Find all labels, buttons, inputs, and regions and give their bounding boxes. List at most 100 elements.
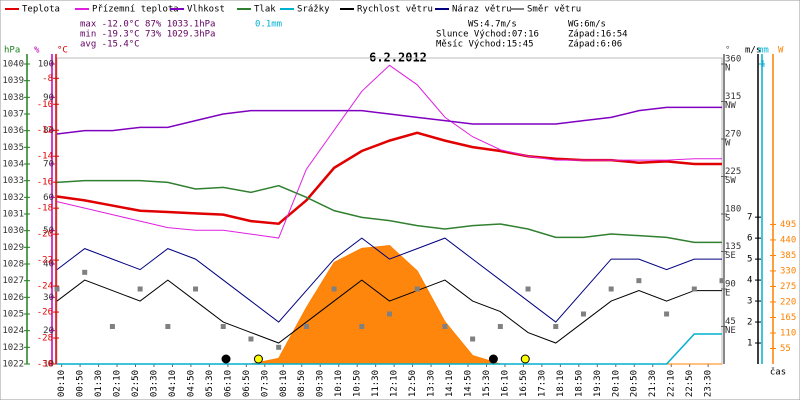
x-tick-label: 02:10 (113, 370, 123, 397)
y-tick-label: S (725, 214, 730, 224)
series-line (56, 237, 722, 323)
series-line (56, 279, 722, 344)
y-tick-label: 2 (747, 318, 752, 328)
x-tick-label: 11:30 (371, 370, 381, 397)
x-tick-label: 00:50 (76, 370, 86, 397)
direction-point (525, 286, 531, 292)
x-tick-label: 13:30 (427, 370, 437, 397)
direction-point (414, 286, 420, 292)
stats-min: min -19.3°C 73% 1029.3hPa (80, 30, 215, 40)
y-tick-value: 315 (725, 92, 741, 102)
y-tick-label: 6 (747, 234, 752, 244)
direction-point (165, 324, 171, 329)
y-tick-label: 1035 (2, 143, 24, 153)
direction-point (691, 286, 697, 292)
y-tick-label: 1029 (2, 243, 24, 253)
y-tick-label: 220 (780, 297, 796, 307)
x-tick-label: 12:10 (390, 370, 400, 397)
x-tick-label: 23:30 (704, 370, 714, 397)
axis-unit: m/s (745, 46, 761, 56)
stats-sunset: Západ:16:54 (568, 30, 628, 40)
y-tick-label: 55 (780, 344, 791, 354)
stats-ws: WS:4.7m/s (468, 20, 517, 30)
x-tick-label: 04:10 (168, 370, 178, 397)
x-tick-label: 07:30 (260, 370, 270, 397)
y-tick-label: -28 (37, 334, 53, 344)
y-tick-label: 1031 (2, 210, 24, 220)
y-tick-label: SW (725, 176, 736, 186)
axis-unit: W (778, 46, 784, 56)
legend-label: Tlak (254, 5, 276, 15)
x-tick-label: 10:50 (353, 370, 363, 397)
y-tick-label: SE (725, 251, 736, 261)
moon-mark (488, 354, 498, 364)
y-tick-label: -10 (37, 100, 53, 110)
x-tick-label: 17:30 (537, 370, 547, 397)
x-tick-label: 05:30 (205, 370, 215, 397)
direction-point (54, 286, 60, 292)
y-tick-value: 225 (725, 167, 741, 177)
direction-point (303, 324, 309, 329)
y-tick-label: -12 (37, 126, 53, 136)
x-tick-label: 02:50 (131, 370, 141, 397)
y-tick-label: 70 (43, 160, 54, 170)
direction-point (82, 269, 88, 275)
y-tick-label: 1030 (2, 226, 24, 236)
y-tick-label: 1 (760, 60, 765, 70)
y-tick-label: -22 (37, 256, 53, 266)
x-tick-label: 12:50 (408, 370, 418, 397)
x-tick-label: 04:50 (186, 370, 196, 397)
y-tick-label: 1033 (2, 176, 24, 186)
y-tick-label: -20 (37, 230, 53, 240)
y-tick-label: 1025 (2, 310, 24, 320)
x-tick-label: 22:50 (685, 370, 695, 397)
x-tick-label: 06:10 (223, 370, 233, 397)
y-tick-label: 1024 (2, 326, 24, 336)
y-tick-label: 100 (38, 60, 54, 70)
stats-moonrise: Měsíc Východ:15:45 (436, 40, 534, 50)
y-tick-label: 40 (43, 260, 54, 270)
series-line (56, 64, 722, 239)
y-tick-label: 50 (43, 226, 54, 236)
moon-mark (221, 354, 231, 364)
y-tick-label: 3 (747, 297, 752, 307)
y-tick-label: -24 (37, 282, 53, 292)
y-tick-value: 135 (725, 242, 741, 252)
legend-label: Směr větru (527, 5, 581, 15)
direction-point (220, 324, 226, 329)
direction-point (387, 311, 392, 317)
y-tick-label: NW (725, 101, 736, 111)
x-tick-label: 08:10 (279, 370, 289, 397)
axis-unit: hPa (4, 46, 20, 56)
axis-unit: mm (758, 46, 769, 56)
x-tick-label: 01:30 (94, 370, 104, 397)
y-tick-label: E (725, 289, 730, 299)
x-tick-label: 16:50 (519, 370, 529, 397)
x-tick-label: 22:10 (667, 370, 677, 397)
y-tick-label: -30 (37, 360, 53, 370)
y-tick-label: 165 (780, 313, 796, 323)
x-tick-label: 15:30 (482, 370, 492, 397)
direction-point (276, 344, 282, 350)
series-line (57, 333, 722, 365)
y-tick-label: 1032 (2, 193, 24, 203)
legend-label: Rychlost větru (357, 5, 433, 15)
direction-point (193, 286, 199, 292)
stats-sunrise: Slunce Východ:07:16 (436, 30, 539, 40)
y-tick-label: 1026 (2, 293, 24, 303)
y-tick-label: 1034 (2, 160, 24, 170)
stats-avg: avg -15.4°C (80, 40, 140, 50)
y-tick-label: 1040 (2, 60, 24, 70)
y-tick-label: 1039 (2, 76, 24, 86)
y-tick-label: 80 (43, 126, 54, 136)
sun-mark (253, 354, 263, 364)
legend-label: Teplota (22, 5, 60, 15)
y-tick-value: 45 (725, 317, 736, 327)
y-tick-value: 90 (725, 280, 736, 290)
direction-point (608, 286, 614, 292)
x-tick-label: 03:30 (149, 370, 159, 397)
legend-label: Vlhkost (187, 5, 225, 15)
legend-label: Přízemní teplota (92, 5, 179, 15)
y-tick-label: 1027 (2, 276, 24, 286)
